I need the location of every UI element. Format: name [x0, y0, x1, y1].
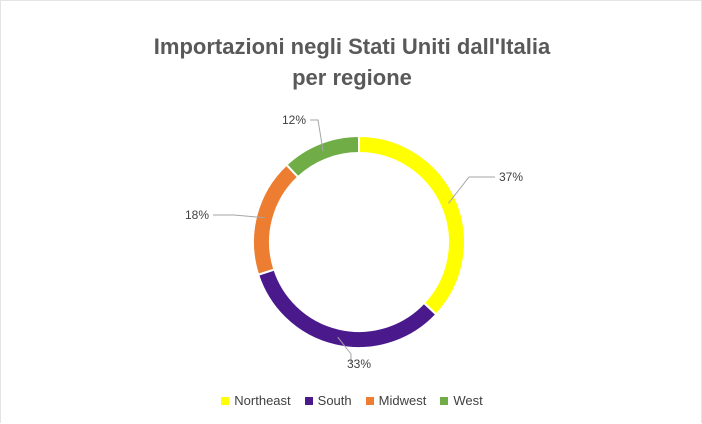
- legend-label-west: West: [453, 393, 483, 408]
- legend-swatch-south: [304, 396, 313, 405]
- chart-title: Importazioni negli Stati Uniti dall'Ital…: [1, 31, 702, 93]
- leader-line-west: [310, 119, 324, 152]
- chart-title-line-2: per regione: [292, 65, 412, 90]
- legend-swatch-west: [440, 396, 449, 405]
- legend-item-south: South: [304, 393, 352, 408]
- data-label-northeast: 37%: [499, 170, 523, 184]
- legend-item-midwest: Midwest: [365, 393, 427, 408]
- donut-slice-south: [256, 268, 438, 349]
- donut-slice-west: [285, 134, 360, 179]
- donut-slice-midwest: [252, 163, 300, 277]
- chart-title-line-1: Importazioni negli Stati Uniti dall'Ital…: [153, 34, 551, 59]
- leader-line-south: [337, 336, 352, 364]
- legend: Northeast South Midwest West: [1, 393, 702, 408]
- legend-label-south: South: [317, 393, 352, 408]
- data-label-west: 12%: [282, 113, 306, 127]
- legend-label-midwest: Midwest: [378, 393, 427, 408]
- donut-slice-northeast: [358, 134, 466, 316]
- leader-line-midwest: [213, 214, 265, 219]
- data-label-south: 33%: [347, 357, 371, 371]
- legend-item-northeast: Northeast: [221, 393, 291, 408]
- legend-label-northeast: Northeast: [234, 393, 291, 408]
- data-label-midwest: 18%: [185, 208, 209, 222]
- legend-swatch-midwest: [365, 396, 374, 405]
- legend-item-west: West: [440, 393, 483, 408]
- legend-swatch-northeast: [221, 396, 230, 405]
- leader-line-northeast: [448, 176, 495, 204]
